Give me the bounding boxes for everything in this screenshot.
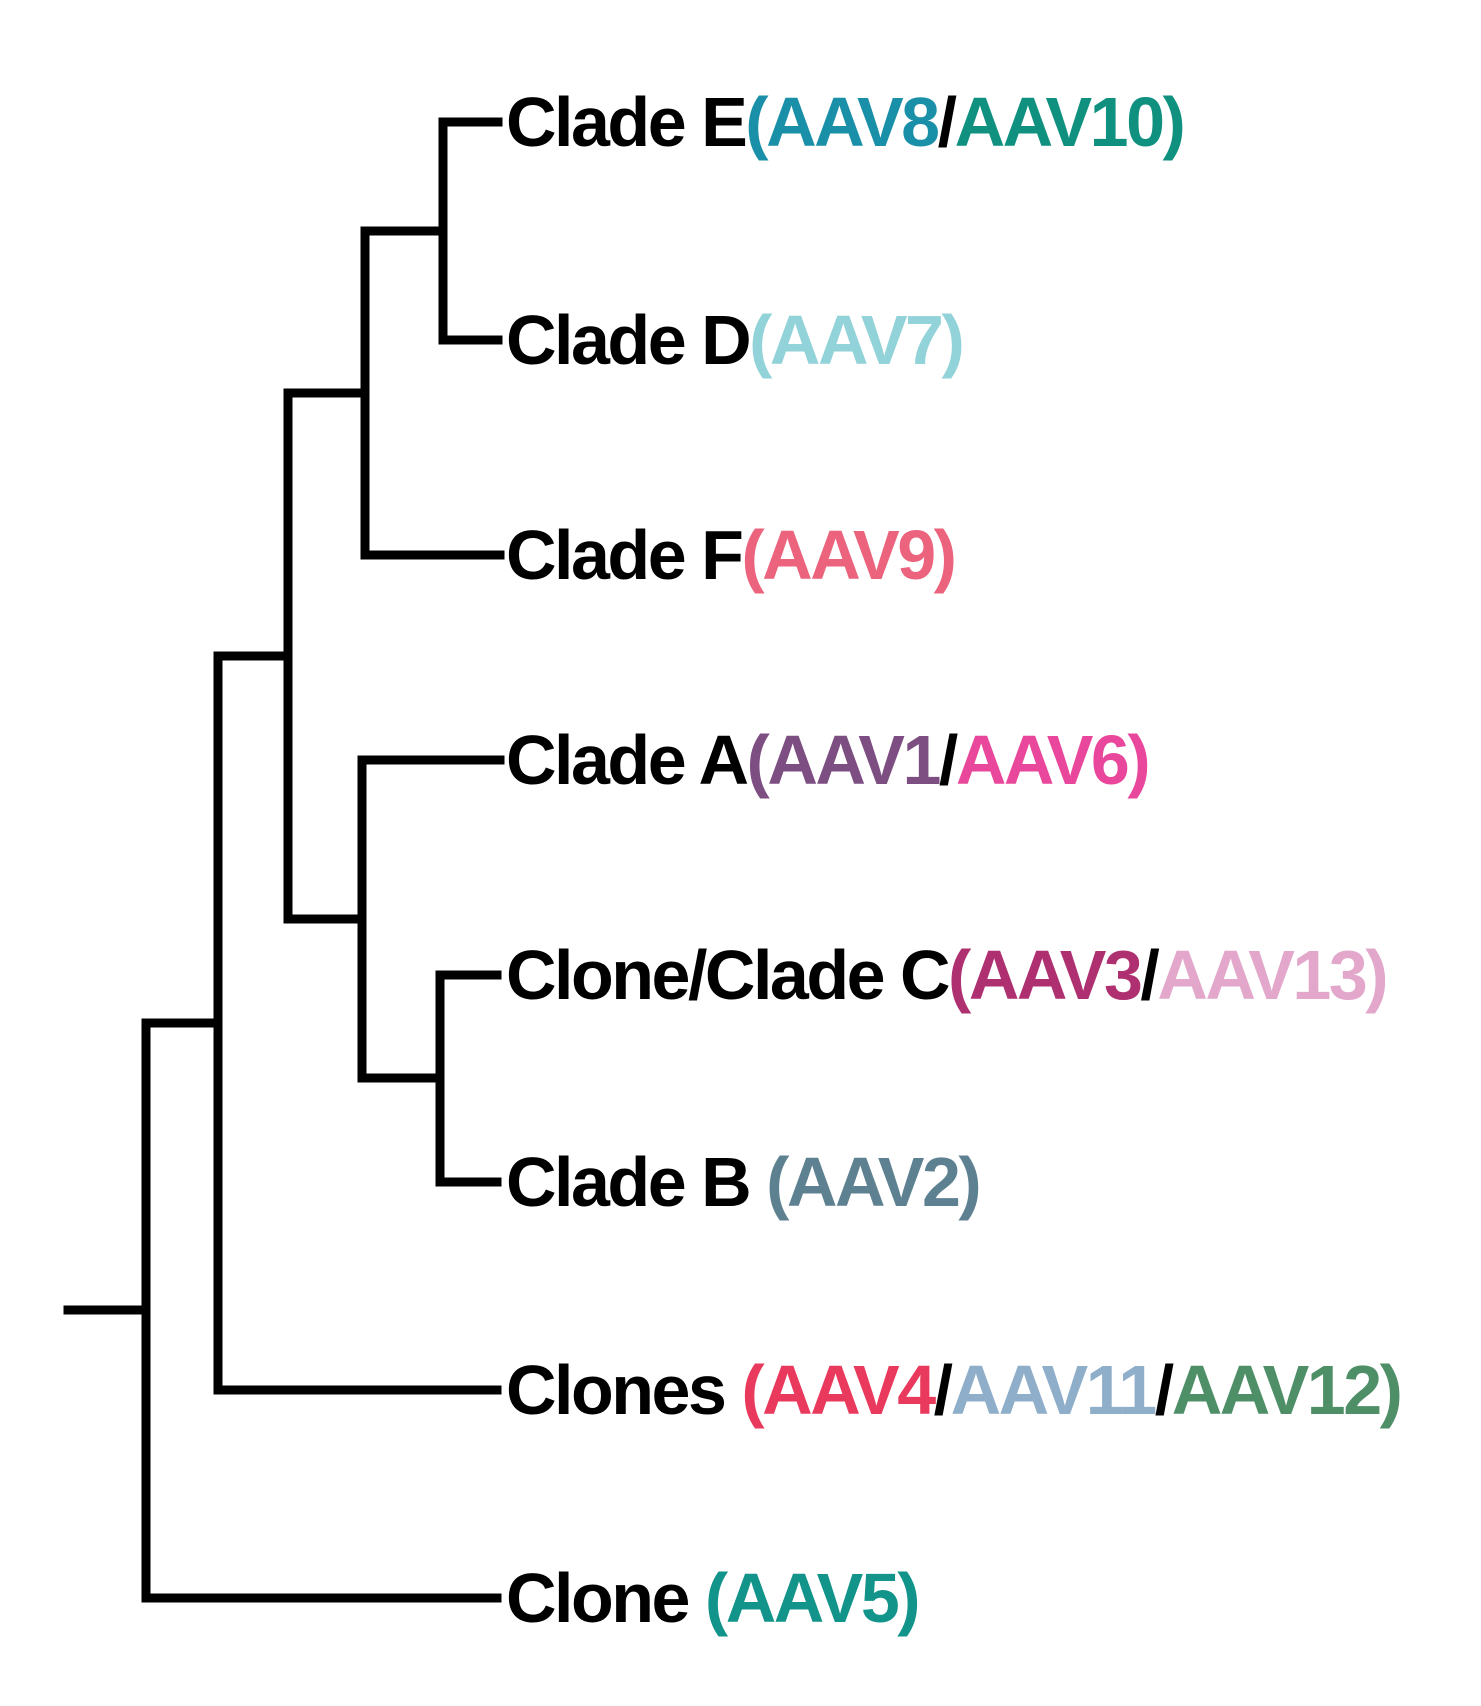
clones-aav11: AAV11 (950, 1351, 1158, 1429)
clade-e-aav8: (AAV8 (745, 83, 940, 161)
clone-name: Clone (506, 1559, 705, 1637)
clade-c-slash: / (1140, 936, 1159, 1014)
clade-e-slash: / (937, 83, 957, 161)
clones-slash2: / (1154, 1351, 1174, 1429)
clone-aav5: (AAV5) (704, 1559, 921, 1637)
clade-f-name: Clade F (506, 516, 744, 594)
clade-b-aav2: (AAV2) (766, 1143, 982, 1221)
clones-name: Clones (506, 1351, 742, 1429)
clade-a-aav6: AAV6) (955, 721, 1151, 799)
clade-d-name: Clade D (506, 301, 752, 379)
clade-f-aav9: (AAV9) (741, 516, 957, 594)
clade-c-aav3: (AAV3 (948, 936, 1143, 1014)
leaf-label-clones: Clones (AAV4/AAV11/AAV12) (506, 1344, 1403, 1436)
branch-c-b-pair (435, 970, 502, 1187)
leaf-label-clade-a: Clade A (AAV1/AAV6) (506, 714, 1151, 806)
clade-e-aav10: AAV10) (954, 83, 1186, 161)
clade-e-name: Clade E (506, 83, 748, 161)
leaf-label-clade-d: Clade D (AAV7) (506, 294, 965, 386)
branch-main-vertical (283, 388, 370, 924)
clade-c-name: Clone/Clade C (506, 936, 951, 1014)
clade-a-aav1: (AAV1 (746, 721, 942, 799)
clade-a-slash: / (938, 721, 958, 799)
leaf-label-clade-e: Clade E (AAV8/AAV10) (506, 76, 1186, 168)
clones-aav4: (AAV4 (741, 1351, 936, 1429)
clade-a-name: Clade A (506, 721, 749, 799)
clade-b-name: Clade B (506, 1143, 767, 1221)
leaf-label-clone-clade-c: Clone/Clade C (AAV3/AAV13) (506, 929, 1389, 1021)
leaf-label-clone-aav5: Clone (AAV5) (506, 1552, 921, 1644)
branch-edf-node (360, 226, 505, 560)
leaf-label-clade-f: Clade F (AAV9) (506, 509, 957, 601)
clones-slash1: / (933, 1351, 953, 1429)
clade-d-aav7: (AAV7) (749, 301, 965, 379)
branch-clade-e-d (438, 117, 503, 345)
clones-aav12: AAV12) (1171, 1351, 1403, 1429)
leaf-label-clade-b: Clade B (AAV2) (506, 1136, 982, 1228)
branch-a-cb-vertical (357, 755, 445, 1083)
clade-c-aav13: AAV13) (1157, 936, 1388, 1014)
